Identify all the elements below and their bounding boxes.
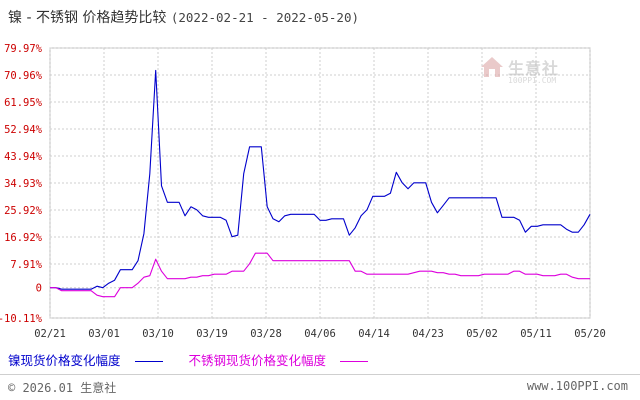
y-tick-label: 61.95%: [4, 97, 43, 109]
chart-title-line: 镍 - 不锈钢 价格趋势比较 (2022-02-21 - 2022-05-20): [8, 7, 359, 27]
y-tick-label: 25.92%: [4, 205, 43, 217]
x-tick-label: 05/02: [466, 328, 498, 340]
x-tick-label: 05/11: [520, 328, 552, 340]
legend-label-nickel: 镍现货价格变化幅度: [8, 353, 121, 368]
axis-layer: -10.11% 0 7.91% 16.92% 25.92% 34.93% 43.94% 52.…: [0, 43, 606, 340]
chart-title: 镍 - 不锈钢 价格趋势比较: [8, 10, 167, 26]
legend-item-stainless: 不锈钢现货价格变化幅度: [188, 350, 368, 369]
x-tick-label: 03/10: [142, 328, 174, 340]
chart-date-range: (2022-02-21 - 2022-05-20): [170, 10, 360, 25]
series-line-stainless: [50, 252, 590, 298]
watermark-text: 生意社: [508, 59, 560, 78]
watermark-subtext: 100PPI.COM: [508, 76, 557, 85]
y-tick-label: 70.96%: [4, 70, 43, 82]
x-tick-label: 05/20: [574, 328, 606, 340]
house-icon: [481, 57, 503, 77]
legend-swatch-nickel: [134, 361, 163, 362]
legend-label-stainless: 不锈钢现货价格变化幅度: [188, 353, 326, 368]
x-tick-label: 04/06: [304, 328, 336, 340]
footer: © 2026.01 生意社 www.100PPI.com: [0, 374, 640, 400]
series-line-nickel: [50, 69, 591, 290]
y-tick-label: 0: [36, 283, 42, 295]
y-tick-label: 16.92%: [4, 232, 43, 244]
x-tick-label: 04/23: [412, 328, 444, 340]
legend-item-nickel: 镍现货价格变化幅度: [8, 350, 163, 369]
footer-site-link[interactable]: www.100PPI.com: [526, 379, 628, 393]
y-tick-label: 52.94%: [4, 124, 43, 136]
y-tick-label: 7.91%: [10, 259, 42, 271]
y-tick-label: 34.93%: [4, 178, 43, 190]
x-tick-label: 03/01: [88, 328, 120, 340]
chart-legend: 镍现货价格变化幅度 不锈钢现货价格变化幅度: [8, 350, 390, 369]
chart-header: 镍 - 不锈钢 价格趋势比较 (2022-02-21 - 2022-05-20): [0, 0, 640, 36]
x-tick-label: 03/28: [250, 328, 282, 340]
y-tick-label: 43.94%: [4, 151, 43, 163]
legend-swatch-stainless: [339, 361, 368, 362]
footer-divider: [0, 374, 640, 375]
x-tick-label: 04/14: [358, 328, 390, 340]
y-tick-label: 79.97%: [4, 43, 43, 55]
x-tick-label: 02/21: [34, 328, 66, 340]
grid-layer: [49, 47, 591, 319]
footer-copyright: © 2026.01 生意社: [8, 381, 117, 395]
watermark-logo: 生意社 100PPI.COM: [480, 55, 580, 91]
series-layer: [50, 69, 591, 298]
y-tick-label: -10.11%: [0, 313, 43, 325]
x-tick-label: 03/19: [196, 328, 228, 340]
